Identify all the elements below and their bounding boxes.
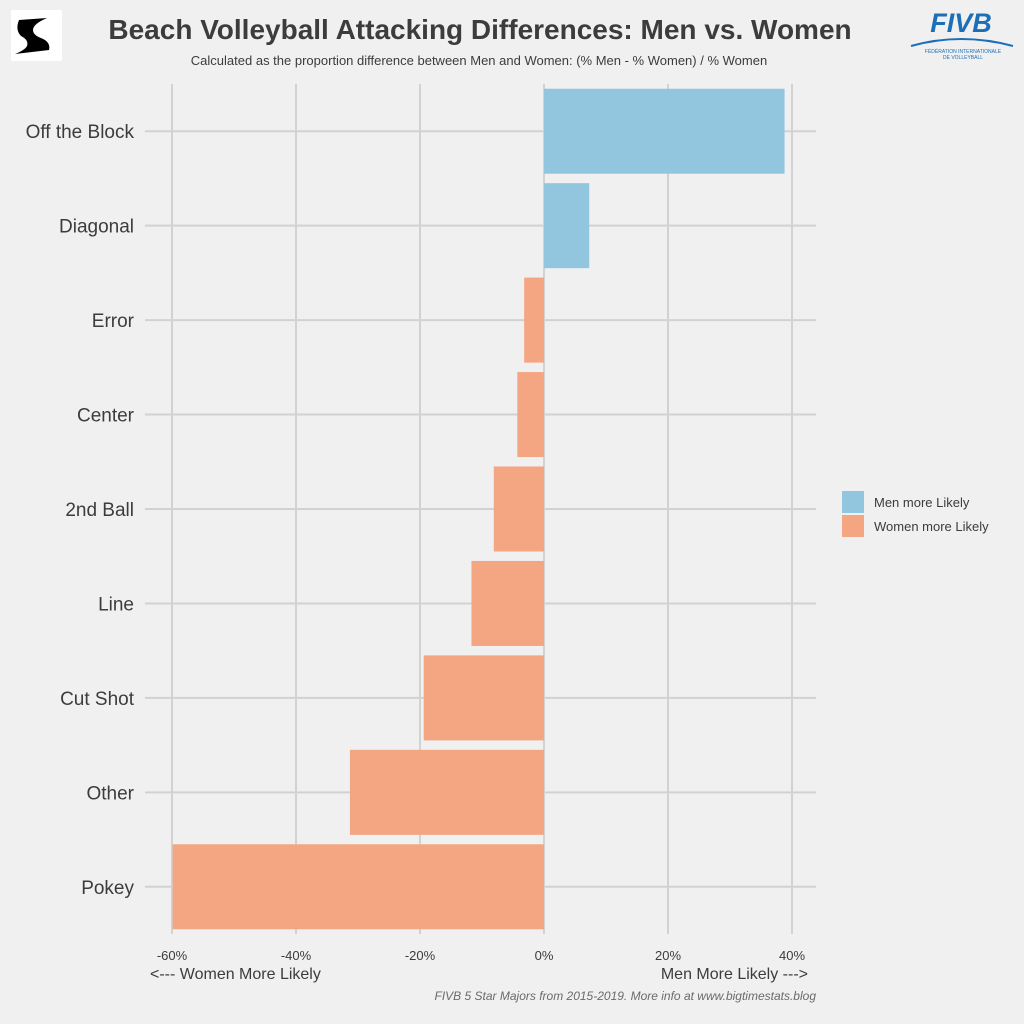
legend-label-women: Women more Likely <box>874 518 989 534</box>
y-tick-label: Cut Shot <box>60 689 135 710</box>
legend-swatch-women <box>842 515 864 537</box>
legend-item-women: Women more Likely <box>842 514 989 538</box>
bar <box>423 655 544 741</box>
chart-subtitle: Calculated as the proportion difference … <box>190 53 768 68</box>
y-tick-label: Other <box>86 783 134 804</box>
fivb-logo-subtext-2: DE VOLLEYBALL <box>943 55 983 61</box>
source-caption: FIVB 5 Star Majors from 2015-2019. More … <box>434 989 817 1003</box>
x-axis-label-women: <--- Women More Likely <box>150 966 321 983</box>
x-tick-label: 20% <box>655 948 681 963</box>
legend-item-men: Men more Likely <box>842 490 989 514</box>
x-tick-label: 0% <box>535 948 554 963</box>
fivb-logo-text: FIVB <box>930 8 992 38</box>
y-tick-label: Error <box>92 311 135 332</box>
bar <box>517 372 544 458</box>
bar <box>493 466 544 552</box>
legend-label-men: Men more Likely <box>874 494 970 510</box>
y-tick-label: Off the Block <box>26 122 135 143</box>
fivb-logo: FIVB FÉDÉRATION INTERNATIONALE DE VOLLEY… <box>905 6 1017 62</box>
legend: Men more Likely Women more Likely <box>842 490 989 538</box>
bigtimestats-logo <box>11 10 62 61</box>
bar <box>544 88 785 174</box>
y-tick-label: Pokey <box>81 878 134 899</box>
y-tick-label: Diagonal <box>59 217 134 238</box>
fivb-logo-subtext-1: FÉDÉRATION INTERNATIONALE <box>925 48 1002 55</box>
x-tick-label: -60% <box>157 948 188 963</box>
bar <box>471 560 544 646</box>
y-tick-label: Line <box>98 594 134 615</box>
bar <box>349 749 544 835</box>
legend-swatch-men <box>842 491 864 513</box>
y-tick-label: Center <box>77 406 135 427</box>
bar <box>172 844 544 930</box>
bar <box>544 183 590 269</box>
y-tick-label: 2nd Ball <box>65 500 134 521</box>
x-tick-label: -20% <box>405 948 436 963</box>
chart-title: Beach Volleyball Attacking Differences: … <box>108 14 852 45</box>
x-tick-label: -40% <box>281 948 312 963</box>
bar <box>524 277 544 363</box>
x-tick-label: 40% <box>779 948 805 963</box>
x-axis-label-men: Men More Likely ---> <box>661 966 808 983</box>
